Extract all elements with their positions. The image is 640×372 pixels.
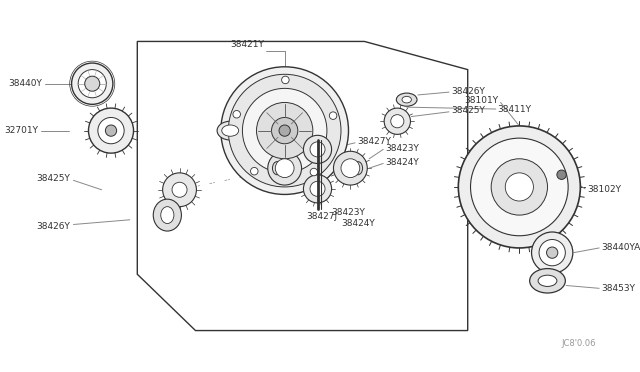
Circle shape	[557, 170, 566, 179]
Ellipse shape	[217, 121, 243, 140]
Text: 38421Y: 38421Y	[230, 40, 264, 49]
Circle shape	[106, 125, 116, 136]
Text: 38440Y: 38440Y	[8, 79, 42, 88]
Text: 38427J: 38427J	[307, 212, 337, 221]
Circle shape	[84, 76, 100, 91]
Circle shape	[303, 135, 332, 163]
Circle shape	[163, 173, 196, 207]
Text: 38426Y: 38426Y	[451, 87, 484, 96]
Text: 38424Y: 38424Y	[385, 158, 419, 167]
Circle shape	[257, 102, 313, 159]
Circle shape	[539, 240, 565, 266]
Text: 38424Y: 38424Y	[341, 219, 375, 228]
Text: JC8'0.06: JC8'0.06	[561, 339, 596, 348]
Circle shape	[221, 67, 349, 195]
Circle shape	[384, 108, 410, 134]
Circle shape	[341, 159, 360, 177]
Ellipse shape	[530, 269, 565, 293]
Circle shape	[505, 173, 533, 201]
Circle shape	[228, 74, 341, 187]
Ellipse shape	[161, 207, 174, 224]
Ellipse shape	[396, 93, 417, 106]
Text: 38453Y: 38453Y	[601, 284, 635, 293]
Circle shape	[250, 167, 258, 175]
Circle shape	[310, 181, 325, 196]
Text: 38440YA: 38440YA	[601, 243, 640, 251]
Circle shape	[233, 110, 241, 118]
Circle shape	[458, 126, 580, 248]
Text: 38101Y: 38101Y	[465, 96, 499, 105]
Circle shape	[279, 125, 291, 136]
Text: 38102Y: 38102Y	[587, 185, 621, 194]
Circle shape	[275, 159, 294, 177]
Ellipse shape	[402, 96, 412, 103]
Circle shape	[98, 118, 124, 144]
Circle shape	[271, 118, 298, 144]
Circle shape	[310, 168, 317, 176]
Ellipse shape	[153, 199, 181, 231]
Text: 38427Y: 38427Y	[357, 137, 391, 147]
Text: 38426Y: 38426Y	[36, 222, 70, 231]
Circle shape	[333, 151, 367, 185]
Ellipse shape	[353, 161, 363, 175]
Text: 32701Y: 32701Y	[4, 126, 38, 135]
Text: 38423Y: 38423Y	[332, 208, 365, 217]
Circle shape	[547, 247, 558, 258]
Circle shape	[330, 112, 337, 119]
Circle shape	[78, 70, 106, 98]
Circle shape	[303, 175, 332, 203]
Text: 38411Y: 38411Y	[498, 105, 532, 113]
Circle shape	[243, 89, 327, 173]
Text: 38425Y: 38425Y	[451, 106, 484, 115]
Text: 38425Y: 38425Y	[36, 174, 70, 183]
Circle shape	[470, 138, 568, 236]
Circle shape	[88, 108, 134, 153]
Ellipse shape	[538, 275, 557, 286]
Circle shape	[491, 159, 547, 215]
Circle shape	[268, 151, 301, 185]
Circle shape	[391, 115, 404, 128]
Circle shape	[72, 63, 113, 104]
Text: 38423Y: 38423Y	[385, 144, 419, 153]
Ellipse shape	[273, 161, 282, 175]
Circle shape	[532, 232, 573, 273]
Circle shape	[310, 142, 325, 157]
Circle shape	[282, 76, 289, 84]
Circle shape	[172, 182, 187, 197]
Ellipse shape	[222, 125, 239, 136]
